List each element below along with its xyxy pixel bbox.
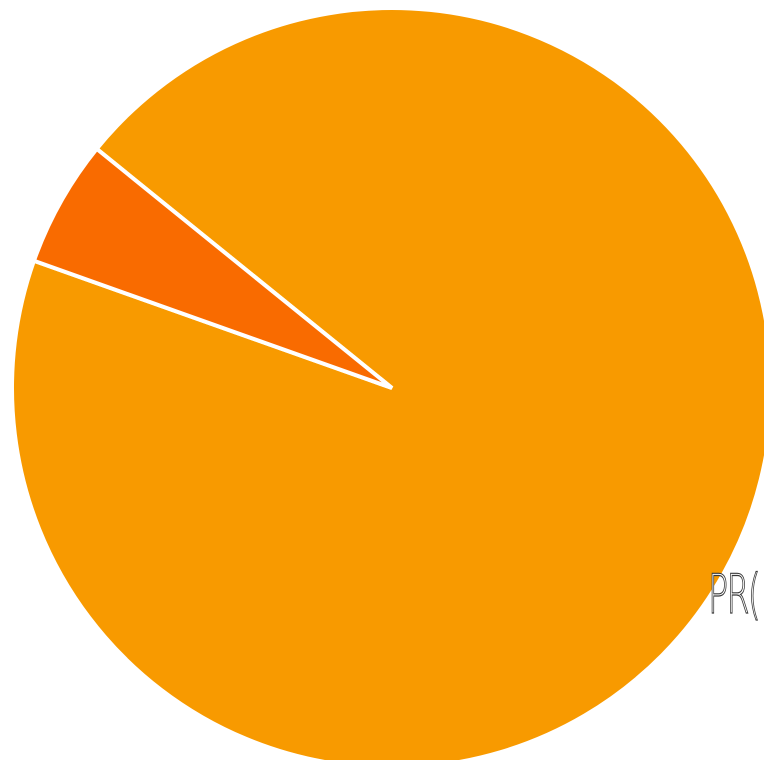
pie-slices [10, 6, 764, 760]
pie-slice-2 [31, 146, 394, 390]
cropped-label: PR( [708, 563, 762, 626]
